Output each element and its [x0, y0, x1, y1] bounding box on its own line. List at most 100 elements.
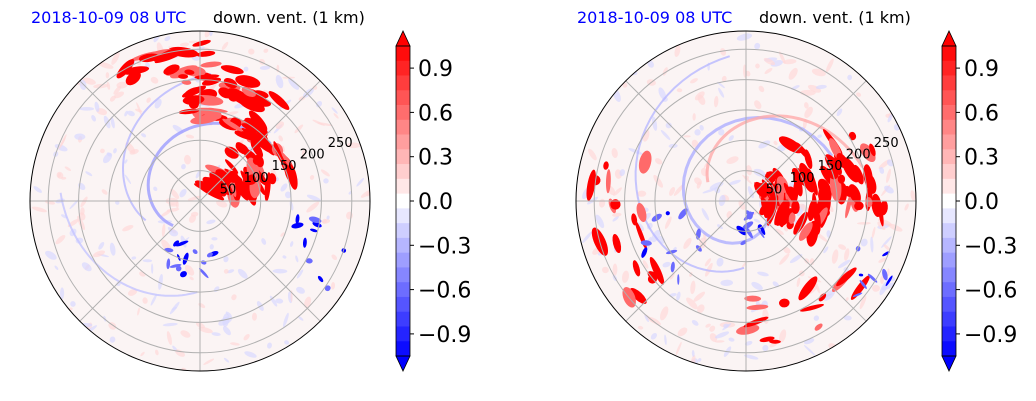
field-speckle	[718, 194, 726, 206]
colorbar-segment	[942, 134, 956, 150]
field-speckle	[653, 174, 664, 188]
field-speckle	[142, 259, 153, 263]
colorbar-segment	[942, 311, 956, 327]
field-speckle	[109, 95, 116, 102]
colorbar-segment	[942, 296, 956, 313]
field-speckle	[111, 52, 120, 65]
field-speckle	[796, 277, 801, 288]
positive-anomaly	[638, 150, 652, 174]
colorbar-segment	[942, 252, 956, 268]
field-speckle	[807, 84, 822, 93]
field-speckle	[778, 51, 786, 64]
field-speckle	[588, 148, 597, 161]
positive-anomaly	[807, 198, 817, 222]
field-speckle	[703, 232, 707, 242]
field-speckle	[804, 102, 809, 109]
field-speckle	[713, 95, 719, 108]
negative-anomaly	[677, 274, 680, 285]
negative-anomaly	[166, 258, 171, 270]
colorbar-segment	[396, 149, 410, 165]
field-speckle	[676, 291, 681, 301]
positive-anomaly	[249, 121, 259, 130]
field-speckle	[203, 358, 215, 365]
colorbar-segment	[942, 149, 956, 165]
field-speckle	[187, 195, 202, 201]
field-speckle	[602, 266, 609, 274]
field-speckle	[612, 212, 622, 217]
positive-anomaly	[860, 143, 876, 163]
angular-gridline	[625, 200, 747, 322]
field-speckle	[230, 342, 240, 346]
field-speckle	[660, 129, 671, 141]
field-speckle	[94, 101, 100, 113]
colorbar-extend-max	[941, 30, 957, 47]
negative-anomaly	[295, 214, 300, 225]
field-speckle	[98, 241, 105, 250]
field-speckle	[137, 307, 140, 316]
field-speckle	[721, 75, 727, 82]
field-speckle	[184, 154, 192, 165]
colorbar-tick-label: −0.3	[418, 234, 471, 259]
field-speckle	[237, 268, 248, 279]
positive-anomaly	[244, 95, 272, 107]
negative-anomaly	[885, 275, 893, 287]
field-speckle	[683, 135, 691, 138]
positive-anomaly	[854, 201, 864, 211]
field-speckle	[223, 357, 230, 363]
positive-anomaly	[814, 210, 821, 235]
colorbar-segment	[942, 105, 956, 121]
field-speckle	[831, 249, 839, 264]
field-speckle	[275, 298, 284, 304]
angular-gridline	[745, 200, 867, 322]
field-speckle	[709, 181, 724, 190]
field-speckle	[231, 294, 237, 301]
field-speckle	[745, 70, 751, 77]
field-speckle	[648, 317, 661, 326]
field-speckle	[288, 78, 300, 90]
field-speckle	[804, 258, 810, 264]
field-speckle	[814, 281, 820, 294]
colorbar-tick-label: 0.9	[418, 57, 453, 82]
radial-tick-label: 250	[874, 136, 899, 151]
positive-anomaly	[814, 323, 823, 331]
field-speckle	[697, 358, 702, 362]
positive-anomaly	[818, 186, 827, 202]
positive-anomaly	[201, 77, 222, 86]
field-speckle	[878, 257, 887, 263]
field-speckle	[211, 237, 218, 241]
field-speckle	[650, 333, 657, 340]
colorbar-segment	[396, 208, 410, 224]
radial-tick-label: 50	[766, 182, 783, 197]
field-speckle	[775, 228, 784, 235]
field-speckle	[109, 336, 116, 343]
field-speckle	[723, 323, 729, 328]
chart-title-variable: down. vent. (1 km)	[759, 8, 911, 27]
field-speckle	[683, 237, 692, 249]
field-speckle	[803, 345, 816, 356]
field-speckle	[754, 100, 762, 110]
field-speckle	[677, 327, 688, 337]
field-speckle	[757, 271, 769, 277]
field-speckle	[879, 167, 885, 174]
field-speckle	[728, 179, 741, 185]
field-speckle	[754, 42, 761, 50]
colorbar-tick-label: 0.6	[964, 101, 999, 126]
field-speckle	[282, 255, 287, 259]
negative-anomaly	[182, 252, 189, 265]
positive-anomaly	[754, 181, 768, 198]
field-speckle	[702, 188, 717, 194]
field-speckle	[669, 272, 675, 280]
field-speckle	[243, 334, 250, 341]
colorbar-segment	[396, 105, 410, 121]
field-speckle	[845, 297, 849, 302]
positive-anomaly	[850, 275, 870, 300]
angular-gridline	[625, 80, 747, 202]
negative-anomaly	[736, 225, 747, 236]
field-speckle	[582, 231, 593, 243]
colorbar-segment	[942, 75, 956, 91]
colorbar-segment	[942, 237, 956, 253]
field-speckle	[103, 152, 113, 164]
chart-title-date: 2018-10-09 08 UTC	[577, 8, 733, 27]
field-speckle	[227, 269, 235, 274]
field-speckle	[154, 98, 162, 109]
